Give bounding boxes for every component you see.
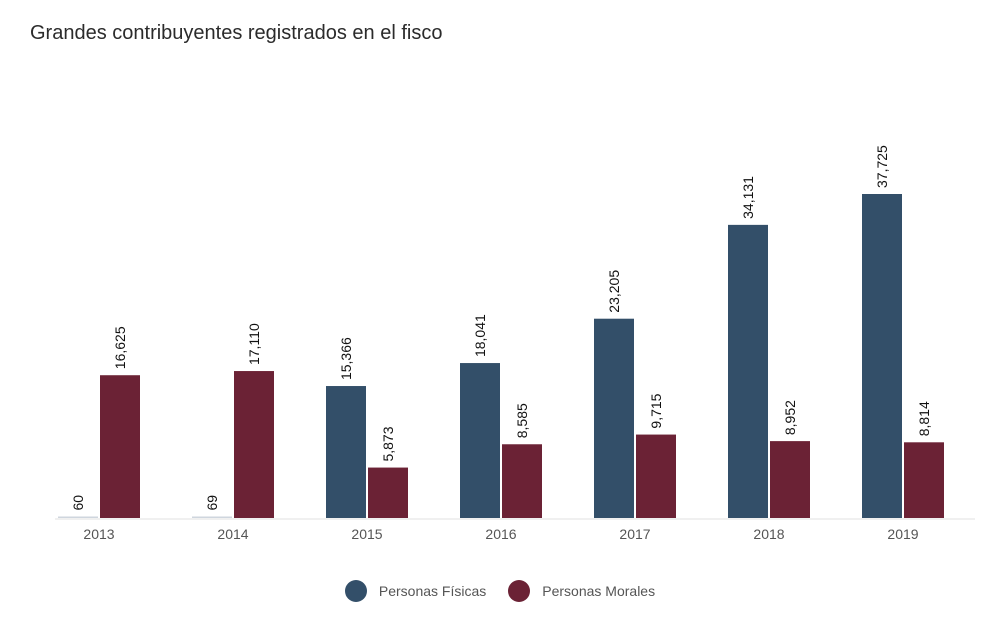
legend-label-morales: Personas Morales — [542, 583, 656, 599]
data-label-morales-2019: 8,814 — [916, 401, 932, 436]
legend: Personas Físicas Personas Morales — [0, 580, 1000, 602]
bar-morales-2013 — [100, 375, 140, 518]
bar-morales-2016 — [502, 444, 542, 518]
legend-swatch-morales — [508, 580, 531, 602]
bar-morales-2019 — [904, 442, 944, 518]
bar-morales-2014 — [234, 371, 274, 518]
bar-morales-2017 — [636, 434, 676, 518]
legend-item-fisicas: Personas Físicas — [344, 580, 487, 602]
bar-fisicas-2018 — [728, 224, 768, 519]
bar-fisicas-2015 — [326, 386, 366, 518]
bar-fisicas-2017 — [594, 318, 634, 518]
data-label-morales-2014: 17,110 — [246, 323, 262, 365]
data-label-morales-2013: 16,625 — [112, 326, 128, 369]
data-label-fisicas-2018: 34,131 — [740, 176, 756, 219]
data-label-morales-2016: 8,585 — [514, 403, 530, 438]
data-label-fisicas-2015: 15,366 — [338, 337, 354, 380]
data-label-fisicas-2014: 69 — [204, 495, 220, 511]
bar-fisicas-2013 — [58, 516, 98, 518]
x-tick-label-2017: 2017 — [619, 526, 650, 542]
x-tick-label-2016: 2016 — [485, 526, 516, 542]
legend-item-morales: Personas Morales — [508, 580, 655, 602]
data-label-morales-2015: 5,873 — [380, 426, 396, 461]
bar-fisicas-2014 — [192, 516, 232, 518]
data-label-fisicas-2016: 18,041 — [472, 314, 488, 357]
bar-morales-2018 — [770, 441, 810, 518]
bar-fisicas-2019 — [862, 194, 902, 518]
x-tick-label-2014: 2014 — [217, 526, 248, 542]
x-tick-label-2019: 2019 — [887, 526, 918, 542]
data-label-morales-2018: 8,952 — [782, 400, 798, 435]
bar-chart: 60 16,625 2013 69 17,110 2014 15,366 5,873 2015 1… — [55, 145, 975, 542]
data-label-fisicas-2019: 37,725 — [874, 145, 890, 188]
bar-morales-2015 — [368, 467, 408, 518]
data-label-morales-2017: 9,715 — [648, 393, 664, 428]
bar-fisicas-2016 — [460, 363, 500, 518]
x-tick-label-2013: 2013 — [83, 526, 114, 542]
x-tick-label-2018: 2018 — [753, 526, 784, 542]
data-label-fisicas-2013: 60 — [70, 495, 86, 511]
x-tick-label-2015: 2015 — [351, 526, 382, 542]
legend-label-fisicas: Personas Físicas — [378, 583, 487, 599]
legend-swatch-fisicas — [344, 580, 367, 602]
data-label-fisicas-2017: 23,205 — [606, 270, 622, 313]
chart-title: Grandes contribuyentes registrados en el… — [30, 22, 443, 44]
